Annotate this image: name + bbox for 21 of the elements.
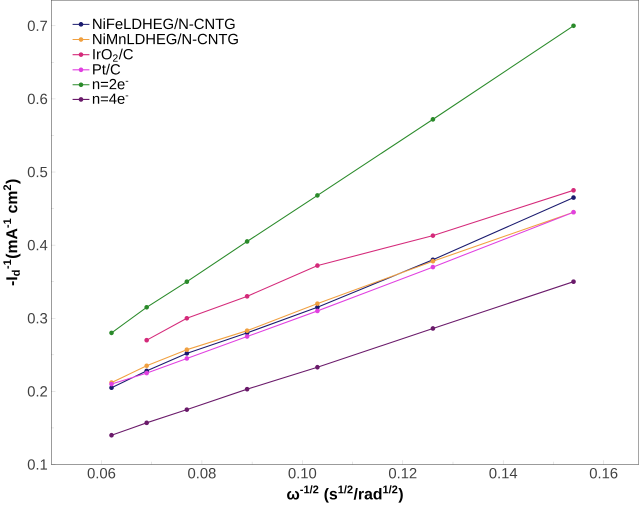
x-axis-title: ω$^{-1/2}$ (s$^{1/2}$/rad$^{1/2}$) (287, 485, 403, 503)
x-tick-label: 0.12 (388, 468, 416, 478)
y-tick-label: 0.2 (28, 386, 48, 397)
y-tick-label: 0.3 (28, 313, 48, 324)
legend-label: n=2e$^{-}$ (92, 78, 128, 90)
y-tick-label: 0.5 (28, 166, 48, 178)
y-axis-title: -I$_{d}$$^{-1}$(mA$^{-1}$ cm$^{2}$) (3, 180, 20, 286)
y-tick-label: 0.7 (28, 20, 48, 32)
x-tick-label: 0.08 (188, 468, 216, 478)
legend-label: NiFeLDHEG/N-CNTG (93, 18, 235, 30)
x-tick-label: 0.10 (288, 468, 316, 478)
y-tick-label: 0.6 (28, 94, 48, 104)
y-tick-label: 0.4 (28, 240, 48, 250)
y-tick-label: 0.1 (28, 459, 48, 470)
x-tick-label: 0.06 (88, 468, 116, 478)
legend-label: Pt/C (93, 64, 120, 75)
legend-label: NiMnLDHEG/N-CNTG (93, 33, 238, 44)
x-tick-label: 0.16 (590, 468, 618, 478)
legend-label: IrO$_{2}$/C (93, 48, 133, 62)
x-tick-label: 0.14 (489, 468, 518, 478)
legend-label: n=4e$^{-}$ (92, 94, 128, 104)
